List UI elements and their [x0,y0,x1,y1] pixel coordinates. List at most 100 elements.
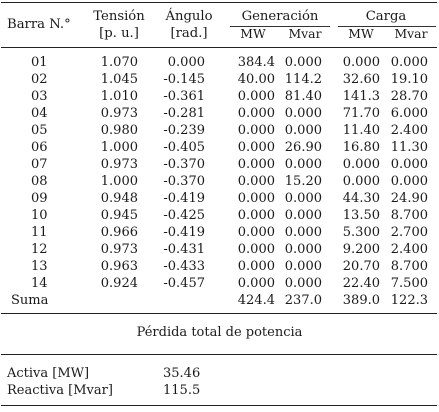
table-row-gen-mvar: 0.000 [284,123,322,138]
table-row-gen-mw: 0.000 [237,106,275,121]
losses-rule-middle [1,354,437,355]
table-row-gen-mvar: 0.000 [284,55,322,70]
table-row-gen-mw: 40.00 [237,72,275,87]
table-row-angle: -0.239 [163,123,205,138]
table-row-voltage: 0.948 [100,191,138,206]
table-row-gen-mvar: 15.20 [284,174,322,189]
table-row-load-mw: 20.70 [342,259,380,274]
table-row-gen-mvar: 0.000 [284,191,322,206]
load-mvar-header: Mvar [394,26,428,41]
sum-load-mw: 389.0 [342,293,380,308]
table-row-load-mvar: 6.000 [390,106,428,121]
bottom-rule [1,405,437,406]
angle-unit-header: [rad.] [170,26,208,41]
top-rule [1,2,437,3]
load-mw-header: MW [348,26,374,41]
table-row-bus: 08 [31,174,48,189]
table-row-load-mvar: 19.10 [390,72,428,87]
gen-mvar-header: Mvar [288,26,322,41]
table-row-load-mw: 22.40 [342,276,380,291]
table-row-gen-mw: 0.000 [237,191,275,206]
reactive-loss-label: Reactiva [Mvar] [7,383,113,398]
table-row-voltage: 0.945 [100,208,138,223]
table-row-gen-mw: 0.000 [237,225,275,240]
angle-header: Ángulo [165,9,213,24]
reactive-loss-value: 115.5 [163,383,201,398]
table-row-load-mvar: 24.90 [390,191,428,206]
table-row-voltage: 1.000 [100,174,138,189]
table-row-load-mw: 16.80 [342,140,380,155]
table-row-angle: -0.419 [163,191,205,206]
voltage-unit-header: [p. u.] [99,26,139,41]
table-row-angle: -0.145 [163,72,205,87]
table-row-load-mvar: 7.500 [390,276,428,291]
table-row-bus: 04 [31,106,48,121]
table-row-voltage: 1.010 [100,89,138,104]
generation-header: Generación [241,9,319,24]
voltage-header: Tensión [93,9,145,24]
table-row-gen-mvar: 81.40 [284,89,322,104]
table-row-gen-mvar: 0.000 [284,259,322,274]
table-row-gen-mvar: 26.90 [284,140,322,155]
sum-gen-mvar: 237.0 [284,293,322,308]
table-row-load-mvar: 0.000 [390,157,428,172]
table-row-load-mw: 141.3 [342,89,380,104]
table-row-gen-mvar: 0.000 [284,276,322,291]
table-row-bus: 05 [31,123,48,138]
table-row-voltage: 0.973 [100,242,138,257]
table-row-gen-mw: 0.000 [237,242,275,257]
table-row-gen-mw: 0.000 [237,259,275,274]
table-row-load-mvar: 2.700 [390,225,428,240]
losses-title: Pérdida total de potencia [136,325,303,340]
table-row-load-mw: 0.000 [342,55,380,70]
table-row-load-mvar: 8.700 [390,259,428,274]
table-row-gen-mw: 384.4 [237,55,275,70]
table-row-angle: 0.000 [167,55,205,70]
table-row-load-mvar: 0.000 [390,55,428,70]
table-row-bus: 01 [31,55,48,70]
table-row-load-mw: 11.40 [342,123,380,138]
table-row-gen-mw: 0.000 [237,123,275,138]
table-row-voltage: 0.966 [100,225,138,240]
table-row-angle: -0.281 [163,106,205,121]
sum-load-mvar: 122.3 [390,293,428,308]
table-row-load-mw: 32.60 [342,72,380,87]
table-row-gen-mw: 0.000 [237,276,275,291]
table-row-load-mw: 0.000 [342,157,380,172]
table-row-voltage: 0.963 [100,259,138,274]
table-row-angle: -0.431 [163,242,205,257]
table-row-load-mw: 44.30 [342,191,380,206]
table-row-voltage: 1.070 [100,55,138,70]
table-row-bus: 06 [31,140,48,155]
table-row-load-mw: 13.50 [342,208,380,223]
load-header: Carga [365,9,407,24]
gen-mw-header: MW [240,26,266,41]
table-row-angle: -0.425 [163,208,205,223]
table-row-gen-mw: 0.000 [237,174,275,189]
table-row-bus: 14 [31,276,48,291]
table-row-gen-mw: 0.000 [237,89,275,104]
table-row-angle: -0.361 [163,89,205,104]
table-row-voltage: 1.000 [100,140,138,155]
table-row-gen-mw: 0.000 [237,157,275,172]
active-loss-value: 35.46 [163,366,201,381]
active-loss-label: Activa [MW] [7,366,90,381]
table-row-voltage: 0.973 [100,157,138,172]
table-row-load-mw: 5.300 [342,225,380,240]
table-row-angle: -0.405 [163,140,205,155]
table-row-gen-mw: 0.000 [237,140,275,155]
table-row-load-mvar: 2.400 [390,123,428,138]
table-row-load-mvar: 2.400 [390,242,428,257]
table-row-bus: 11 [31,225,48,240]
bus-header: Barra N.° [7,17,71,32]
table-row-angle: -0.370 [163,174,205,189]
table-row-load-mw: 71.70 [342,106,380,121]
table-row-gen-mvar: 114.2 [284,72,322,87]
table-row-bus: 13 [31,259,48,274]
table-row-gen-mw: 0.000 [237,208,275,223]
table-row-bus: 10 [31,208,48,223]
load-underline [338,26,436,27]
losses-rule-top [1,313,437,314]
table-row-voltage: 1.045 [100,72,138,87]
generation-underline [230,26,330,27]
